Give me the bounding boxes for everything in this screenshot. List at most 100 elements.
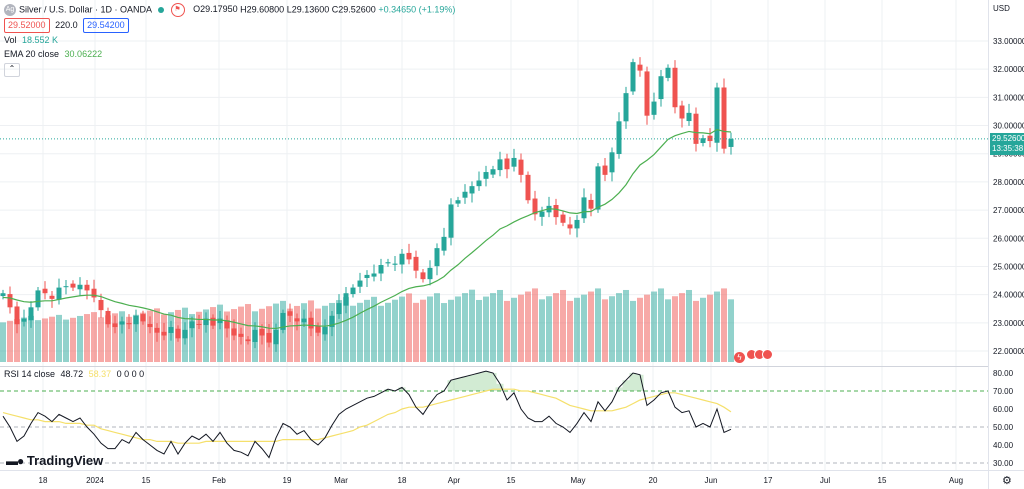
- volume-bar: [469, 289, 475, 362]
- volume-bar: [385, 302, 391, 362]
- rsi-legend[interactable]: RSI 14 close 48.72 58.37 0 0 0 0: [4, 369, 144, 379]
- volume-bar: [84, 314, 90, 362]
- event-markers[interactable]: ϟ: [734, 349, 773, 363]
- candle-body: [721, 87, 727, 149]
- volume-bar: [546, 296, 552, 362]
- volume-bar: [63, 319, 69, 362]
- volume-bar: [714, 291, 720, 362]
- volume-bar: [98, 317, 104, 362]
- volume-bar: [602, 299, 608, 362]
- symbol-title[interactable]: Silver / U.S. Dollar · 1D · OANDA: [19, 4, 152, 15]
- time-tick-label: 18: [398, 476, 407, 485]
- currency-label[interactable]: USD: [993, 4, 1010, 13]
- candle-body: [224, 320, 230, 329]
- candle-body: [560, 214, 566, 223]
- volume-legend-label: Vol: [4, 35, 17, 45]
- candle-body: [630, 62, 636, 92]
- rsi-overbought-fill: [475, 373, 483, 391]
- volume-bar: [203, 309, 209, 362]
- silver-coin-icon: Ag: [4, 4, 16, 16]
- ohlc-change: +0.34650 (+1.19%): [378, 4, 456, 15]
- time-axis[interactable]: 18 2024 15 Feb 19 Mar 18 Apr 15 May 20 Jun 17 Jul 15 Au…: [0, 470, 1024, 486]
- volume-bar: [399, 296, 405, 362]
- candle-body: [280, 312, 286, 330]
- volume-bar: [210, 307, 216, 362]
- collapse-legend-button[interactable]: ⌃: [4, 63, 20, 77]
- candle-body: [49, 295, 55, 299]
- ema-line: [2, 128, 732, 330]
- volume-legend[interactable]: Vol 18.552 K: [4, 35, 58, 45]
- price-tick-label: 32.00000: [993, 65, 1024, 74]
- ema-legend[interactable]: EMA 20 close 30.06222: [4, 49, 102, 59]
- rsi-pane: [0, 370, 988, 464]
- volume-bar: [574, 297, 580, 362]
- volume-bar: [539, 299, 545, 362]
- volume-bar: [560, 289, 566, 362]
- volume-bar: [0, 322, 6, 362]
- volume-bar: [728, 299, 734, 362]
- candle-body: [462, 191, 468, 198]
- volume-bar: [588, 291, 594, 362]
- volume-bar: [14, 319, 20, 362]
- volume-bar: [434, 293, 440, 362]
- volume-bar: [658, 288, 664, 362]
- candle-body: [392, 263, 398, 265]
- volume-bar: [616, 293, 622, 362]
- candle-body: [84, 284, 90, 291]
- candle-body: [70, 283, 76, 288]
- candle-body: [525, 174, 531, 201]
- rsi-overbought-fill: [615, 387, 623, 391]
- candle-body: [448, 204, 454, 238]
- time-tick-label: Aug: [949, 476, 963, 485]
- candle-body: [175, 328, 181, 339]
- rsi-tick-label: 60.00: [993, 405, 1014, 414]
- volume-bar: [371, 296, 377, 362]
- tv-logo-icon: ▬●: [6, 454, 24, 468]
- candle-body: [469, 186, 475, 194]
- bid-price[interactable]: 29.52000: [4, 18, 50, 33]
- tradingview-logo[interactable]: ▬● TradingView: [6, 453, 103, 468]
- volume-legend-value: 18.552 K: [22, 35, 59, 45]
- volume-bar: [336, 300, 342, 362]
- rsi-legend-label: RSI 14 close: [4, 369, 56, 379]
- price-tick-label: 26.00000: [993, 234, 1024, 243]
- candle-body: [336, 303, 342, 315]
- volume-bar: [595, 288, 601, 362]
- time-tick-label: Apr: [448, 476, 461, 485]
- ask-price[interactable]: 29.54200: [83, 18, 129, 33]
- candle-body: [707, 135, 713, 142]
- flag-icon[interactable]: ⚑: [170, 3, 185, 17]
- time-tick-label: 15: [142, 476, 151, 485]
- price-tick-label: 28.00000: [993, 178, 1024, 187]
- time-tick-label: May: [570, 476, 585, 485]
- candle-body: [399, 253, 405, 265]
- volume-bar: [441, 303, 447, 362]
- economic-event-icon[interactable]: [762, 349, 773, 360]
- volume-bar: [476, 299, 482, 362]
- candle-body: [231, 328, 237, 336]
- volume-bar: [133, 314, 139, 362]
- time-tick-label: 20: [649, 476, 658, 485]
- candle-body: [28, 307, 34, 321]
- price-axis[interactable]: 33.0000032.0000031.0000030.0000029.00000…: [988, 0, 1024, 489]
- volume-bar: [189, 314, 195, 362]
- candle-body: [476, 180, 482, 187]
- volume-bar: [147, 310, 153, 362]
- ema-legend-label: EMA 20 close: [4, 49, 60, 59]
- candle-body: [427, 267, 433, 280]
- settings-gear-icon[interactable]: ⚙: [1002, 475, 1012, 487]
- dividend-event-icon[interactable]: ϟ: [734, 352, 745, 363]
- chevron-up-icon[interactable]: ⌃: [4, 63, 20, 77]
- market-open-dot-icon: [158, 7, 165, 13]
- candle-body: [189, 321, 195, 329]
- candle-body: [623, 93, 629, 122]
- volume-bar: [350, 305, 356, 362]
- volume-bar: [343, 297, 349, 362]
- rsi-overbought-fill: [482, 371, 490, 391]
- volume-bar: [196, 311, 202, 362]
- candle-body: [441, 236, 447, 251]
- time-tick-label: 2024: [86, 476, 104, 485]
- candle-body: [273, 329, 279, 345]
- candle-body: [182, 329, 188, 339]
